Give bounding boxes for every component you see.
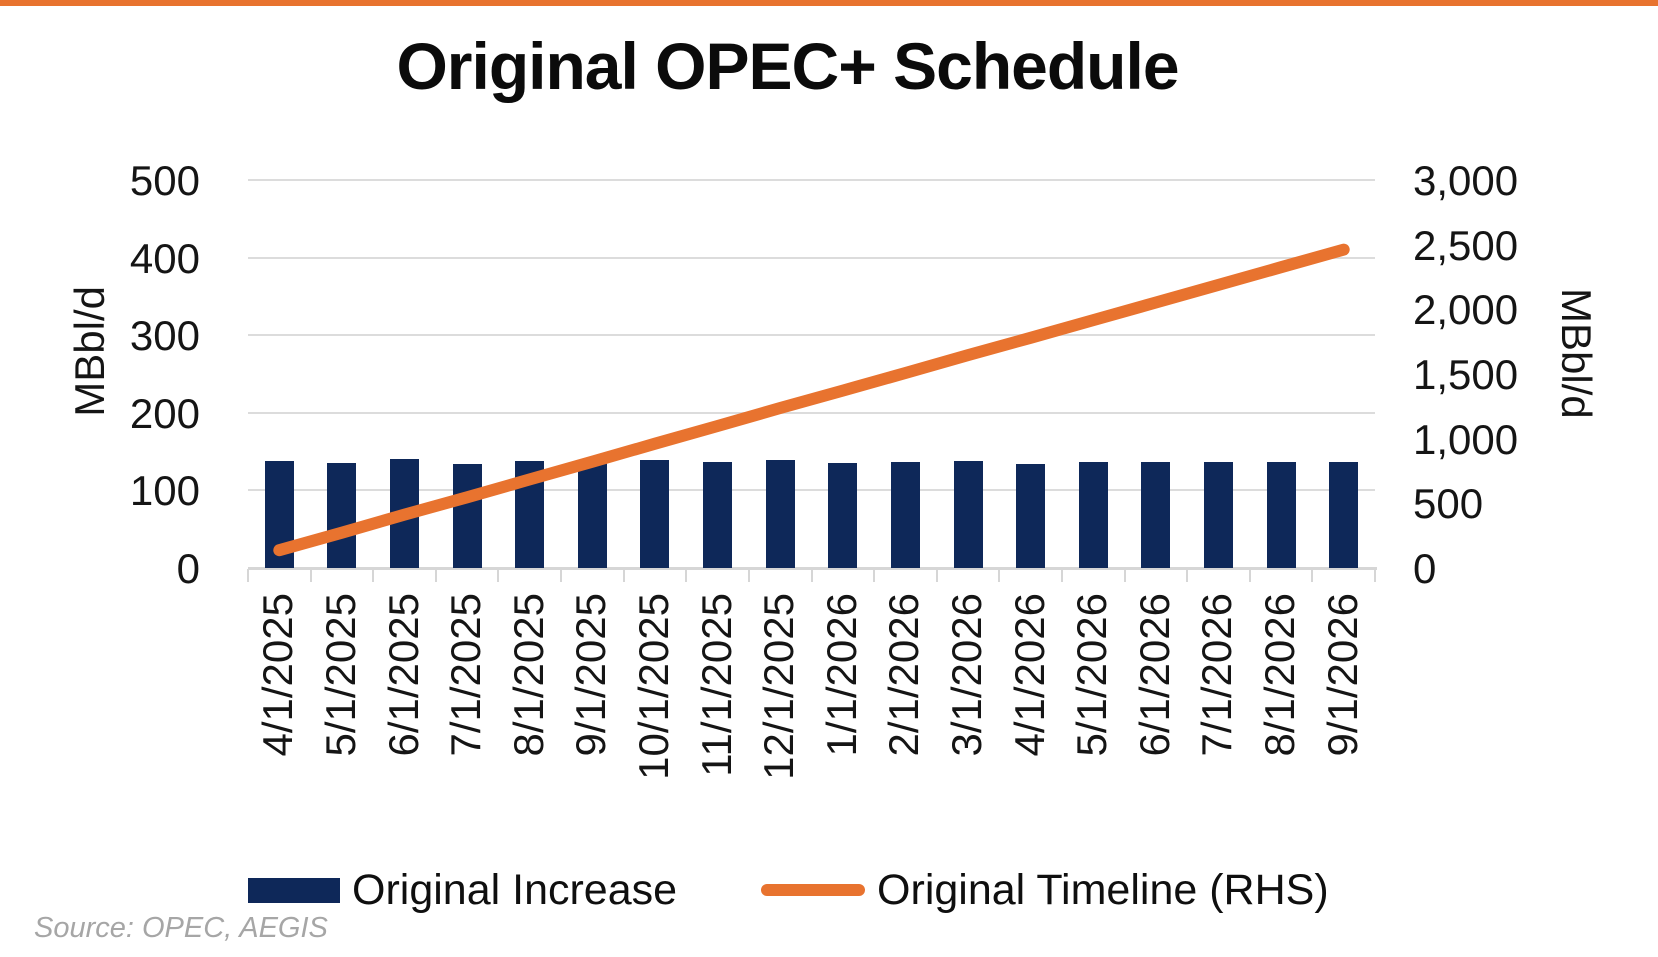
x-axis-tick <box>810 569 813 582</box>
x-axis-tick <box>935 569 938 582</box>
x-axis-tick <box>247 569 249 582</box>
gridline <box>248 179 1375 181</box>
x-tick-label: 1/1/2026 <box>817 593 865 757</box>
legend-bar-swatch <box>248 877 340 903</box>
x-tick-label: 7/1/2025 <box>442 593 490 757</box>
right-tick-label: 1,500 <box>1413 351 1519 398</box>
x-axis-tick <box>372 569 375 582</box>
x-tick-label: 6/1/2025 <box>379 593 427 757</box>
legend: Original Increase Original Timeline (RHS… <box>248 864 1329 916</box>
left-tick-label: 500 <box>129 157 200 204</box>
bar <box>640 460 670 568</box>
x-tick-label: 12/1/2025 <box>755 593 803 780</box>
x-tick-label: 8/1/2026 <box>1256 593 1304 757</box>
bar <box>1016 464 1046 568</box>
left-tick-label: 100 <box>129 467 200 515</box>
x-axis-tick <box>497 569 500 582</box>
bar <box>1078 461 1108 568</box>
x-tick-label: 9/1/2025 <box>567 593 615 757</box>
bar <box>1141 462 1171 568</box>
legend-bar-label: Original Increase <box>352 865 678 914</box>
x-tick-label: 11/1/2025 <box>692 593 740 777</box>
x-axis-tick <box>1060 569 1063 582</box>
gridline <box>248 411 1375 414</box>
x-axis-line <box>248 567 1377 570</box>
x-axis-tick <box>685 569 688 582</box>
right-axis-title: MBbl/d <box>1553 288 1600 419</box>
right-tick-label: 2,000 <box>1413 286 1519 334</box>
x-tick-label: 4/1/2025 <box>254 593 302 757</box>
x-axis-tick <box>622 569 625 582</box>
x-axis-tick <box>1311 569 1314 582</box>
bar <box>577 461 607 568</box>
right-tick-label: 2,500 <box>1413 221 1519 269</box>
x-tick-label: 5/1/2026 <box>1068 593 1116 757</box>
left-tick-label: 400 <box>129 234 200 282</box>
legend-line-label: Original Timeline (RHS) <box>877 865 1329 914</box>
right-tick-label: 500 <box>1413 480 1484 528</box>
brand-top-rule <box>0 0 1658 6</box>
x-tick-label: 8/1/2025 <box>504 593 552 757</box>
x-tick-label: 9/1/2026 <box>1318 593 1366 757</box>
x-axis-tick <box>1248 569 1251 582</box>
bar <box>1203 462 1233 568</box>
left-tick-label: 200 <box>129 389 200 437</box>
left-tick-label: 0 <box>176 545 200 592</box>
x-axis-tick <box>560 569 563 582</box>
x-axis-tick <box>998 569 1001 582</box>
source-note: Source: OPEC, AEGIS <box>34 912 328 944</box>
bar <box>953 460 983 568</box>
x-axis-tick <box>434 569 437 582</box>
x-axis-tick <box>873 569 876 582</box>
x-tick-label: 10/1/2025 <box>629 593 677 780</box>
x-axis-tick <box>1186 569 1189 582</box>
bar <box>1266 461 1296 568</box>
bar <box>765 460 795 568</box>
x-tick-label: 7/1/2026 <box>1193 593 1241 757</box>
bar <box>890 462 920 568</box>
bar <box>1329 462 1359 568</box>
x-tick-label: 3/1/2026 <box>943 593 991 757</box>
timeline-line <box>273 243 1350 557</box>
legend-line-swatch <box>761 884 866 896</box>
x-axis-tick <box>1374 569 1376 582</box>
bar <box>703 461 733 568</box>
bar <box>452 464 482 568</box>
gridline <box>248 256 1375 259</box>
gridline <box>248 334 1375 337</box>
bar <box>327 463 357 568</box>
right-tick-label: 1,000 <box>1413 415 1519 463</box>
gridline <box>248 489 1375 492</box>
left-tick-label: 300 <box>129 312 200 360</box>
x-axis-tick <box>309 569 312 582</box>
x-axis-tick <box>1123 569 1126 582</box>
x-tick-label: 6/1/2026 <box>1130 593 1178 757</box>
right-tick-label: 0 <box>1413 545 1437 592</box>
chart-title: Original OPEC+ Schedule <box>396 29 1179 103</box>
x-tick-label: 2/1/2026 <box>880 593 928 757</box>
x-axis-tick <box>747 569 750 582</box>
bar <box>828 463 858 568</box>
x-tick-label: 4/1/2026 <box>1005 593 1053 757</box>
right-tick-label: 3,000 <box>1413 157 1519 204</box>
x-tick-label: 5/1/2025 <box>316 593 364 757</box>
